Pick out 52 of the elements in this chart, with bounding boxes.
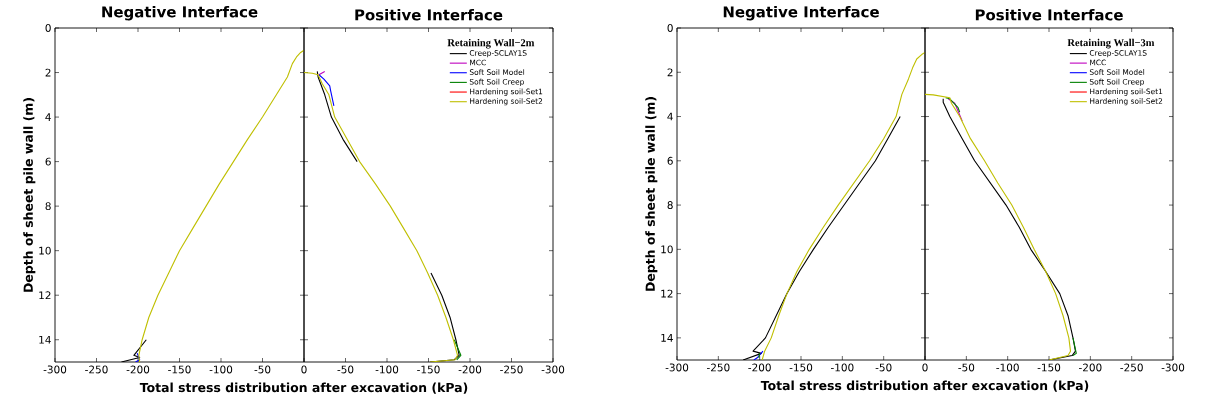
y-tick-label: 4 xyxy=(667,112,673,121)
x-tick-label: -100 xyxy=(375,365,399,374)
legend-title: Retaining Wall−3m xyxy=(1067,38,1155,49)
y-tick-label: 10 xyxy=(661,245,673,254)
x-tick-label: -300 xyxy=(1161,363,1185,372)
chart-title: Positive Interface xyxy=(355,8,503,21)
x-tick-label: -250 xyxy=(85,365,108,374)
y-tick-label: 14 xyxy=(661,334,673,342)
chart-title: Positive Interface xyxy=(975,8,1123,21)
x-tick-label: -50 xyxy=(337,365,354,374)
x-tick-label: -300 xyxy=(43,365,67,374)
x-tick-label: -50 xyxy=(875,363,892,372)
x-tick-label: -150 xyxy=(417,365,440,374)
x-tick-label: -200 xyxy=(458,365,482,374)
y-tick-label: 14 xyxy=(39,335,51,344)
legend-title: Retaining Wall−2m xyxy=(447,38,535,49)
y-tick-label: 10 xyxy=(39,246,51,255)
x-tick-label: -200 xyxy=(126,365,150,374)
y-tick-label: 2 xyxy=(45,68,51,77)
x-tick-label: -150 xyxy=(168,365,191,374)
x-tick-label: -100 xyxy=(996,363,1019,372)
y-tick-label: 0 xyxy=(667,24,673,32)
y-tick-label: 6 xyxy=(667,156,673,165)
y-tick-label: 8 xyxy=(45,202,51,211)
y-tick-label: 12 xyxy=(661,289,673,298)
x-axis-title: Total stress distribution after excavation (kPa) xyxy=(760,380,1089,392)
y-axis-title: Depth of sheet pile wall (m) xyxy=(23,98,36,292)
x-tick-label: -50 xyxy=(958,363,975,372)
y-tick-label: 6 xyxy=(45,157,51,166)
x-tick-label: 0 xyxy=(301,365,307,374)
x-tick-label: -200 xyxy=(1078,363,1102,372)
y-axis-title: Depth of sheet pile wall (m) xyxy=(645,97,658,291)
y-tick-label: 0 xyxy=(45,24,51,32)
y-tick-label: 12 xyxy=(39,291,51,300)
x-tick-label: -250 xyxy=(500,365,523,374)
y-tick-label: 8 xyxy=(667,201,673,210)
y-tick-label: 2 xyxy=(667,68,673,77)
x-tick-label: -250 xyxy=(706,363,730,372)
x-tick-label: -300 xyxy=(665,363,689,372)
y-tick-label: 4 xyxy=(45,113,51,121)
chart-title: Negative Interface xyxy=(102,5,258,21)
chart-title: Negative Interface xyxy=(723,5,879,21)
x-tick-label: 0 xyxy=(922,363,928,372)
x-axis-title: Total stress distribution after excavation (kPa) xyxy=(139,382,468,394)
x-tick-label: -300 xyxy=(541,365,565,374)
x-tick-label: -250 xyxy=(1120,363,1143,372)
x-tick-label: -200 xyxy=(748,363,771,372)
x-tick-label: -100 xyxy=(830,363,854,372)
x-tick-label: -150 xyxy=(1037,363,1061,372)
x-tick-label: -100 xyxy=(209,365,233,374)
x-tick-label: -150 xyxy=(789,363,813,372)
x-tick-label: -50 xyxy=(254,365,271,374)
